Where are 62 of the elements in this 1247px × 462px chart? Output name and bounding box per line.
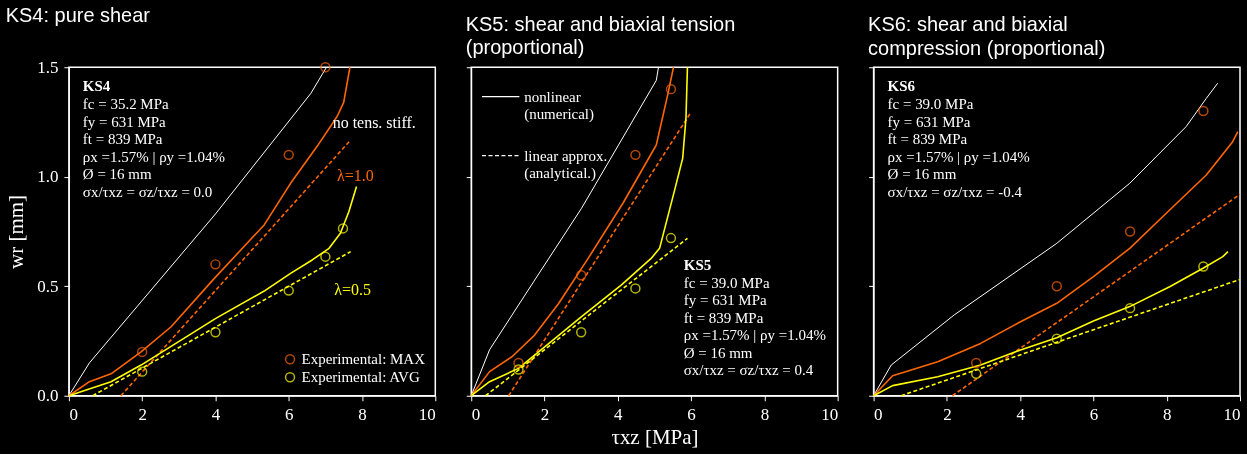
point	[665, 232, 677, 244]
x-tick-label: 0	[874, 405, 883, 425]
point	[1051, 333, 1063, 344]
point	[1051, 281, 1063, 292]
x-tick-label: 6	[1089, 405, 1099, 425]
legend-label: Experimental: MAX	[301, 351, 426, 368]
x-tick-label: 6	[284, 405, 294, 425]
x-tick-label: 2	[540, 405, 550, 425]
annotation: nonlinear (numerical)	[524, 88, 594, 123]
annotation: linear approx. (analytical.)	[524, 147, 608, 182]
x-tick-label: 0	[471, 405, 481, 425]
y-tick-label: 0.5	[37, 276, 59, 296]
point	[320, 62, 331, 73]
chart-title: KS6: shear and biaxial compression (proportional)	[868, 12, 1106, 59]
point	[337, 223, 349, 234]
point	[283, 149, 294, 161]
point	[513, 364, 524, 375]
y-tick-label: 1.0	[37, 167, 59, 187]
annotation: λ=1.0	[337, 167, 374, 185]
x-tick-label: 6	[687, 405, 696, 425]
point	[630, 283, 641, 294]
y-tick-label: 0.0	[37, 386, 59, 406]
point	[1198, 261, 1209, 272]
x-tick-label: 2	[138, 405, 147, 425]
x-tick-label: 2	[943, 405, 952, 425]
x-axis-title: τxz [MPa]	[611, 425, 699, 450]
x-tick-label: 0	[69, 405, 78, 425]
x-tick-label: 4	[1016, 405, 1026, 425]
point	[283, 285, 294, 296]
point	[575, 270, 587, 281]
point	[136, 346, 148, 358]
x-tick-label: 4	[614, 405, 624, 425]
point	[970, 368, 982, 380]
point	[320, 251, 331, 262]
point	[970, 357, 982, 369]
x-tick-label: 10	[418, 405, 436, 425]
annotation: KS6 fc = 39.0 MPa fy = 631 MPa ft = 839 MPa ρx =1.57% | ρy =1.04% Ø = 16 mm σx/τxz = σz/τxz = -0.4	[887, 78, 1030, 200]
point	[210, 259, 221, 270]
point	[513, 357, 524, 369]
point	[136, 366, 148, 377]
annotation: KS4 fc = 35.2 MPa fy = 631 MPa ft = 839 MPa ρx =1.57% | ρy =1.04% Ø = 16 mm σx/τxz = σz/τxz = 0.0	[82, 78, 225, 200]
point	[1124, 302, 1136, 314]
x-tick-label: 10	[1223, 405, 1241, 425]
point	[1198, 105, 1209, 117]
point	[630, 149, 641, 161]
annotation: KS5 fc = 39.0 MPa fy = 631 MPa ft = 839 MPa ρx =1.57% | ρy =1.04% Ø = 16 mm σx/τxz = σz/τxz = 0.4	[683, 256, 826, 379]
x-tick-label: 4	[211, 405, 221, 425]
point	[665, 83, 677, 95]
x-tick-label: 8	[358, 405, 367, 425]
x-tick-label: 8	[1162, 405, 1172, 425]
legend-label: Experimental: AVG	[301, 369, 420, 386]
x-tick-label: 10	[821, 405, 839, 425]
x-tick-label: 8	[760, 405, 770, 425]
point	[210, 327, 221, 338]
annotation: λ=0.5	[334, 280, 371, 298]
chart-title: KS4: pure shear	[5, 4, 151, 27]
point	[575, 327, 587, 338]
y-axis-title: wr [mm]	[4, 195, 29, 269]
chart-title: KS5: shear and biaxial tension (proportional)	[465, 12, 736, 59]
y-tick-label: 1.5	[37, 57, 59, 77]
point	[1124, 226, 1136, 237]
annotation: no tens. stiff.	[332, 114, 416, 132]
